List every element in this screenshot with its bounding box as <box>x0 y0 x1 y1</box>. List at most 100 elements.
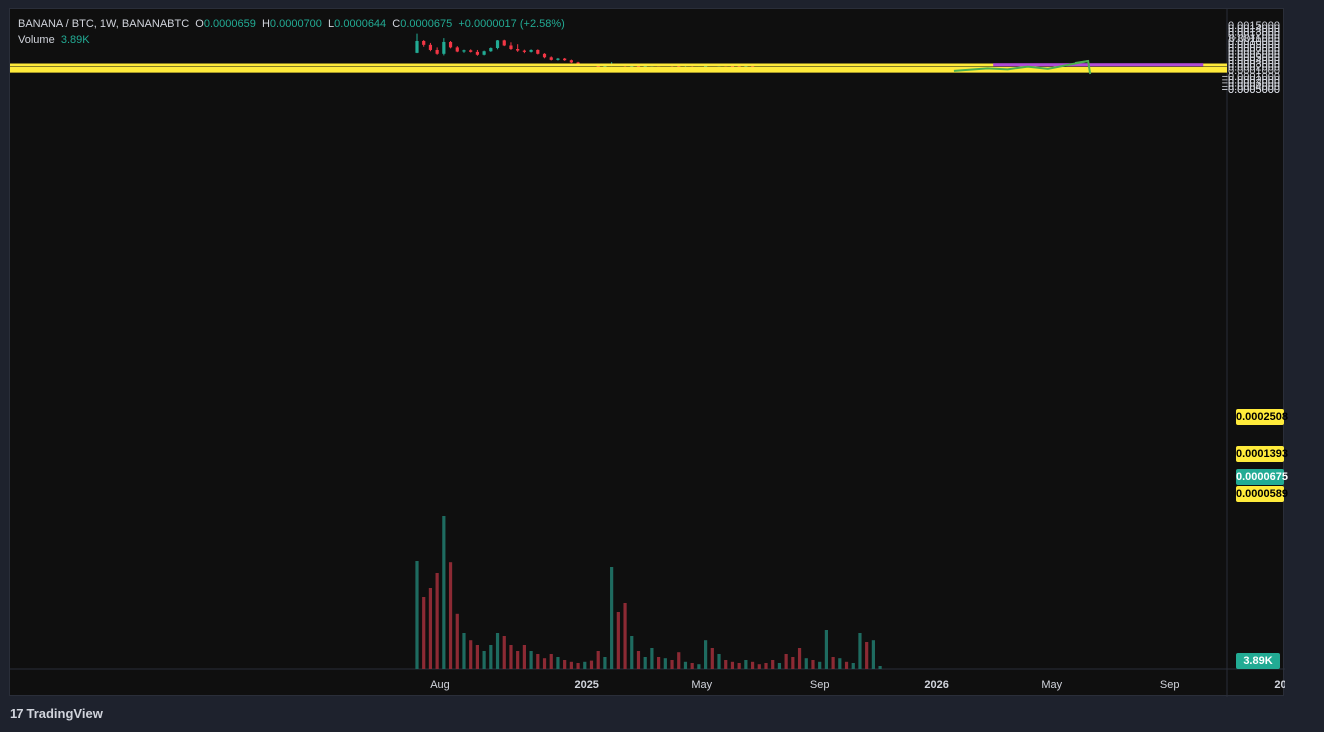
volume-label[interactable]: Volume <box>18 34 55 46</box>
close-label: C <box>392 18 401 30</box>
volume-bar <box>871 640 875 669</box>
brand-name: TradingView <box>26 706 103 721</box>
tradingview-icon: 17 <box>10 706 24 721</box>
volume-bar <box>710 648 714 669</box>
price-tick-label: −0.0005000 <box>1222 84 1280 96</box>
volume-bar <box>482 651 486 669</box>
volume-bar <box>677 652 681 669</box>
projection-path <box>953 60 1089 72</box>
candle-body <box>516 49 520 51</box>
drawings[interactable] <box>953 59 1204 75</box>
volume-bar <box>475 645 480 669</box>
candle-body <box>563 58 567 61</box>
candle-body <box>442 41 446 54</box>
volume-tag: 3.89K <box>1236 653 1280 669</box>
volume-bar <box>777 663 782 669</box>
candle-body <box>435 49 439 54</box>
volume-bar <box>583 661 587 669</box>
price-tick-label: 0.0004000 <box>1228 55 1280 67</box>
volume-bar <box>663 658 667 669</box>
price-tick-label: 0.0009000 <box>1228 39 1280 51</box>
volume-bar <box>542 658 547 669</box>
price-tick-label: −0.0005000 <box>1222 84 1280 96</box>
price-tick-label: 0.0012000 <box>1228 30 1280 42</box>
volume-bar <box>818 661 822 669</box>
volume-bar <box>435 573 439 669</box>
volume-bar <box>569 661 573 669</box>
candle-body <box>448 41 453 48</box>
volume-bar <box>784 654 788 669</box>
candle-body <box>475 51 480 55</box>
volume-bar <box>824 630 829 669</box>
volume-bar <box>442 516 446 669</box>
volume-bar <box>428 588 433 669</box>
gridlines <box>10 9 1285 697</box>
volume-bar <box>744 660 748 669</box>
candle-body <box>455 47 459 52</box>
volume-bar <box>717 654 721 669</box>
time-tick-label: Sep <box>810 679 830 691</box>
level-tag-low: 0.0000589 <box>1236 486 1288 502</box>
volume-bar <box>502 636 506 669</box>
tradingview-logo[interactable]: 17 TradingView <box>10 706 103 721</box>
volume-bar <box>589 660 594 669</box>
volume-bar <box>683 661 688 669</box>
projection-arrowhead <box>1075 59 1092 75</box>
price-tick-label: 0.0014000 <box>1228 23 1280 35</box>
chart-panel[interactable]: 0.0015000 0.0014000 0.0013000 0.0012000 0.00… <box>9 8 1285 697</box>
volume-bar <box>650 648 654 669</box>
close-value: 0.0000675 <box>400 18 453 30</box>
price-tick-label: 0.0007000 <box>1228 46 1280 58</box>
price-tick-label: −0.0003000 <box>1222 78 1280 90</box>
time-tick-label: Sep <box>1160 679 1180 691</box>
volume-bar <box>516 651 520 669</box>
current-price-tag: 0.0000675 <box>1236 469 1288 485</box>
volume-bar <box>616 612 620 669</box>
volume-bar <box>469 640 473 669</box>
volume-value: 3.89K <box>60 34 90 46</box>
price-tick-label: 0.0003000 <box>1228 58 1280 70</box>
high-value: 0.0000700 <box>269 18 322 30</box>
price-tick-label: 0.0001000 <box>1228 65 1280 77</box>
candle-body <box>730 66 735 68</box>
volume-bar <box>838 658 842 669</box>
price-tick-label: −0.0002000 <box>1222 74 1280 86</box>
volume-bar <box>529 651 533 669</box>
time-axis[interactable]: Aug2025MaySep2026MaySep2027MaySep <box>430 679 1285 691</box>
price-tick-label: 0.0006000 <box>1228 49 1280 61</box>
level-tag-high: 0.0002508 <box>1236 409 1288 425</box>
volume-bar <box>489 645 493 669</box>
candle-body <box>529 49 533 52</box>
price-tick-label: −0.0004000 <box>1222 81 1280 93</box>
volume-bar <box>690 663 694 669</box>
volume-bar <box>462 633 466 669</box>
volume-bar <box>448 562 453 669</box>
volume-bar <box>757 664 761 669</box>
volume-bar <box>603 657 607 669</box>
volume-bar <box>509 645 513 669</box>
volume-bar <box>797 648 802 669</box>
candle-body <box>422 41 426 45</box>
open-label: O <box>195 18 204 30</box>
symbol-title[interactable]: BANANA / BTC, 1W, BANANABTC <box>18 18 190 30</box>
candle-body <box>542 53 547 58</box>
price-tick-label: 0.0011000 <box>1229 33 1280 45</box>
volume-bar <box>878 666 882 669</box>
chart-legend: BANANA / BTC, 1W, BANANABTC O0.0000659 H… <box>18 16 565 48</box>
volume-bar <box>724 660 728 669</box>
volume-bar <box>643 657 647 669</box>
volume-bar <box>697 664 701 669</box>
volume-bar <box>563 660 567 669</box>
chart-svg[interactable]: 0.00150000.00140000.00130000.00120000.00… <box>10 9 1285 697</box>
price-tick-label: 0.0008000 <box>1228 42 1280 54</box>
volume-bar <box>791 657 795 669</box>
change-value: +0.0000017 (+2.58%) <box>458 18 565 30</box>
volume-row: Volume 3.89K <box>18 32 565 48</box>
price-axis[interactable]: 0.00150000.00140000.00130000.00120000.00… <box>1222 20 1280 96</box>
candle-body <box>495 40 500 49</box>
volume-bar <box>623 603 627 669</box>
volume-bar <box>576 663 580 669</box>
high-label: H <box>261 18 270 30</box>
volume-bar <box>844 661 849 669</box>
volume-bar <box>610 567 614 669</box>
